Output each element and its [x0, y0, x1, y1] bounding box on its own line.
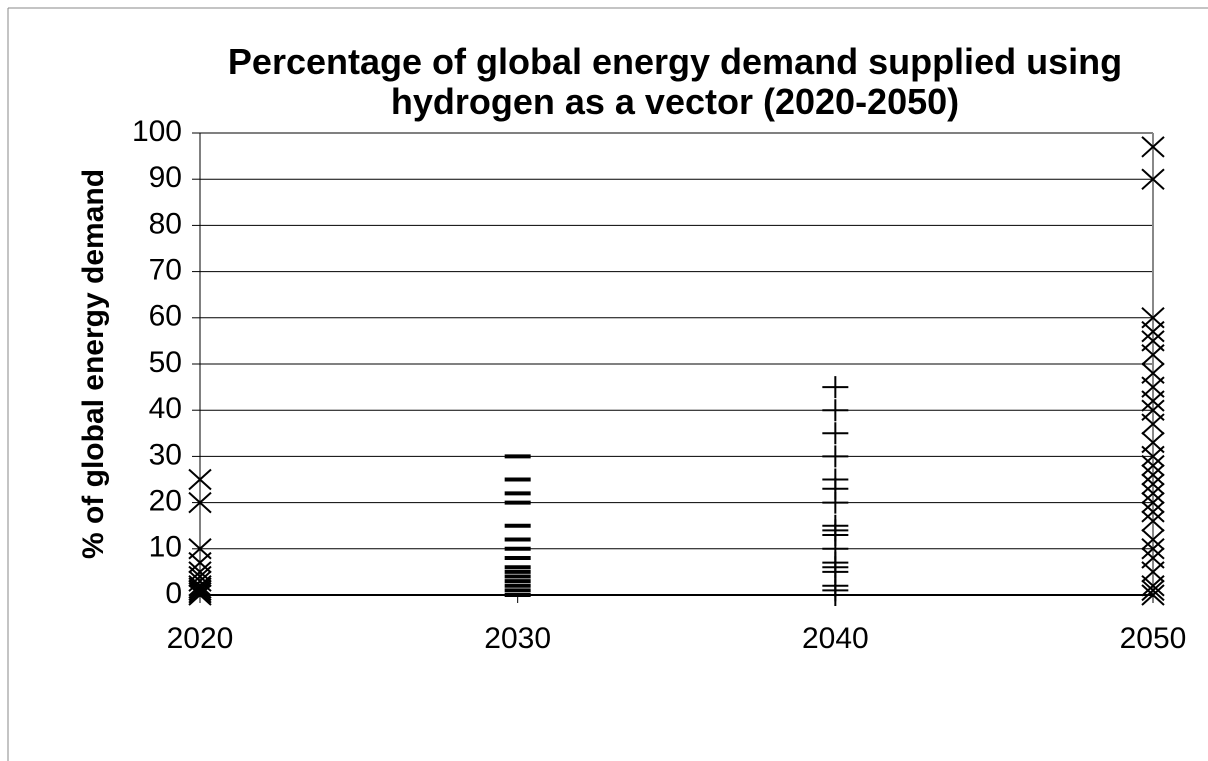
marker: [1141, 584, 1165, 606]
marker: [1141, 579, 1165, 602]
marker: [1141, 491, 1165, 514]
marker: [1141, 136, 1165, 158]
y-tick-label: 70: [149, 254, 182, 287]
marker: [188, 584, 212, 606]
marker: [1141, 538, 1165, 560]
marker: [1141, 445, 1165, 468]
marker: [1141, 510, 1165, 532]
marker: [188, 581, 212, 604]
y-tick-label: 50: [149, 346, 182, 379]
y-tick-label: 10: [149, 531, 182, 564]
marker: [822, 376, 849, 399]
marker: [1141, 413, 1165, 435]
y-tick-label: 20: [149, 485, 182, 518]
marker: [1141, 168, 1165, 190]
marker: [188, 577, 212, 599]
x-tick-label: 2030: [484, 622, 551, 655]
marker: [1141, 344, 1165, 366]
marker: [822, 399, 849, 422]
y-tick-label: 80: [149, 207, 182, 240]
marker: [188, 575, 212, 597]
y-axis-label: % of global energy demand: [77, 169, 110, 559]
x-tick-label: 2050: [1120, 622, 1187, 655]
x-tick-label: 2040: [802, 622, 869, 655]
chart-title: Percentage of global energy demand suppl…: [227, 41, 1123, 122]
y-tick-label: 30: [149, 438, 182, 471]
marker: [1141, 473, 1165, 495]
marker: [188, 468, 212, 491]
marker: [1141, 454, 1165, 477]
x-tick-label: 2020: [167, 622, 234, 655]
y-tick-label: 90: [149, 161, 182, 194]
y-tick-label: 0: [165, 577, 182, 610]
marker: [822, 491, 849, 514]
y-tick-label: 60: [149, 300, 182, 333]
marker: [188, 491, 212, 514]
marker: [822, 422, 849, 445]
marker: [188, 579, 212, 602]
marker: [1141, 575, 1165, 597]
y-tick-label: 40: [149, 392, 182, 425]
marker: [1141, 464, 1165, 486]
marker: [1141, 528, 1165, 551]
marker: [1141, 482, 1165, 505]
marker: [822, 445, 849, 468]
marker: [1141, 320, 1165, 343]
marker: [822, 584, 849, 606]
marker: [1141, 390, 1165, 412]
y-tick-label: 100: [132, 115, 182, 148]
marker: [1141, 501, 1165, 523]
